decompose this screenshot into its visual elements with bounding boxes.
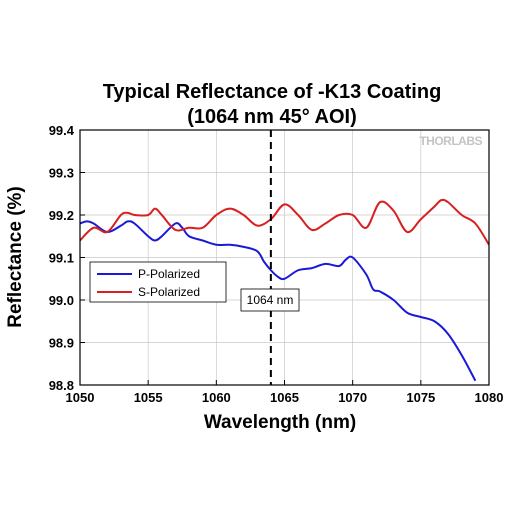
legend-label-s-polarized: S-Polarized (138, 285, 200, 299)
y-tick-label: 98.8 (49, 378, 74, 393)
y-tick-label: 99.0 (49, 293, 74, 308)
y-tick-label: 99.2 (49, 208, 74, 223)
annotation-box (240, 288, 300, 312)
legend: P-Polarized S-Polarized (89, 261, 227, 303)
x-axis-label: Wavelength (nm) (204, 412, 356, 433)
series-line-s-polarized (80, 198, 489, 246)
chart-subtitle: (1064 nm 45° AOI) (187, 106, 357, 128)
x-tick-label: 1050 (66, 390, 95, 405)
x-tick-label: 1060 (202, 390, 231, 405)
x-tick-label: 1055 (134, 390, 163, 405)
x-tick-label: 1065 (270, 390, 299, 405)
x-tick-label: 1075 (406, 390, 435, 405)
annotation-label: 1064 nm (247, 293, 294, 307)
x-tick-label: 1070 (338, 390, 367, 405)
annotation-1064nm: 1064 nm (240, 288, 300, 312)
x-tick-label: 1080 (475, 390, 504, 405)
legend-box (89, 261, 227, 303)
grid (79, 129, 490, 386)
y-tick-label: 98.9 (49, 336, 74, 351)
series-line-p-polarized (80, 220, 477, 382)
y-tick-label: 99.1 (49, 251, 74, 266)
y-tick-label: 99.4 (49, 123, 75, 138)
thorlabs-watermark: THORLABS (419, 134, 482, 148)
axis-ticks: 1050 1055 1060 1065 1070 1075 1080 98.8 98.9 99.0… (49, 123, 504, 405)
y-axis-label: Reflectance (%) (5, 186, 26, 328)
legend-label-p-polarized: P-Polarized (138, 267, 200, 281)
series-lines (80, 198, 489, 382)
y-tick-label: 99.3 (49, 166, 74, 181)
chart-title: Typical Reflectance of -K13 Coating (103, 81, 442, 103)
